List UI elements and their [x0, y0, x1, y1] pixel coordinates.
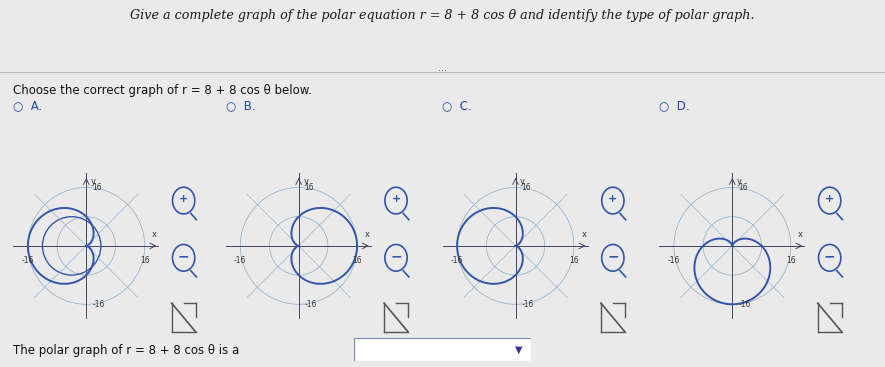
Text: ○  B.: ○ B.: [226, 99, 255, 112]
Text: 16: 16: [786, 257, 796, 265]
Text: y: y: [520, 177, 525, 186]
Text: -16: -16: [738, 300, 750, 309]
Text: 16: 16: [140, 257, 150, 265]
Text: ▼: ▼: [515, 345, 522, 355]
Text: -16: -16: [521, 300, 534, 309]
Text: x: x: [581, 230, 587, 239]
Text: −: −: [607, 250, 619, 264]
Text: ○  D.: ○ D.: [659, 99, 690, 112]
Text: +: +: [608, 194, 618, 204]
Text: -16: -16: [22, 257, 34, 265]
Text: −: −: [824, 250, 835, 264]
Text: 16: 16: [738, 183, 748, 192]
Text: x: x: [365, 230, 370, 239]
Text: ○  C.: ○ C.: [442, 99, 473, 112]
Text: y: y: [91, 177, 96, 186]
Text: 16: 16: [304, 183, 314, 192]
Text: 16: 16: [92, 183, 102, 192]
Text: -16: -16: [668, 257, 680, 265]
Text: +: +: [179, 194, 189, 204]
Text: ○  A.: ○ A.: [13, 99, 42, 112]
Text: Give a complete graph of the polar equation r = 8 + 8 cos θ and identify the typ: Give a complete graph of the polar equat…: [130, 9, 755, 22]
Text: x: x: [152, 230, 158, 239]
Text: 16: 16: [352, 257, 362, 265]
Text: y: y: [304, 177, 308, 186]
Text: Choose the correct graph of r = 8 + 8 cos θ below.: Choose the correct graph of r = 8 + 8 co…: [13, 84, 312, 97]
Text: −: −: [178, 250, 189, 264]
FancyBboxPatch shape: [354, 338, 531, 361]
Text: The polar graph of r = 8 + 8 cos θ is a: The polar graph of r = 8 + 8 cos θ is a: [13, 344, 240, 357]
Text: -16: -16: [235, 257, 246, 265]
Text: -16: -16: [92, 300, 104, 309]
Text: 16: 16: [521, 183, 531, 192]
Text: x: x: [798, 230, 804, 239]
Text: ···: ···: [438, 66, 447, 77]
Text: −: −: [390, 250, 402, 264]
Text: +: +: [391, 194, 401, 204]
Text: 16: 16: [569, 257, 579, 265]
Text: +: +: [825, 194, 835, 204]
Text: -16: -16: [304, 300, 317, 309]
Text: -16: -16: [451, 257, 463, 265]
Text: y: y: [737, 177, 742, 186]
